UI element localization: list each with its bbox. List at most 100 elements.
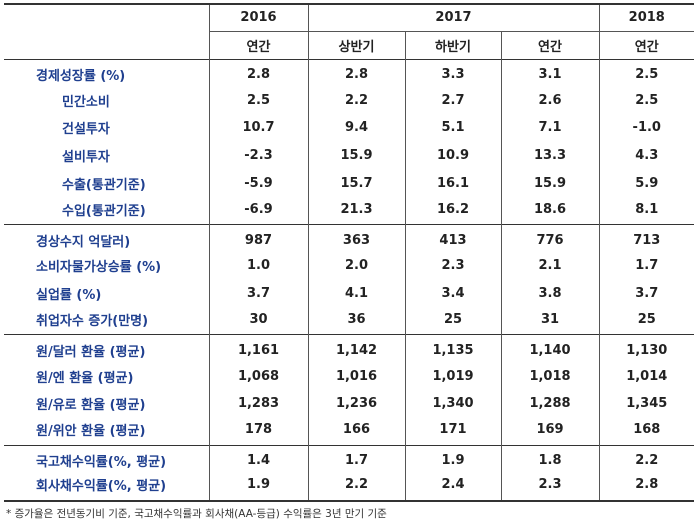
value-cell: 1,068: [208, 362, 308, 391]
row-label: 회사채수익률(%, 평균): [36, 479, 167, 495]
value-cell: 1,345: [598, 390, 695, 418]
value-cell: 1,014: [598, 362, 695, 391]
table-row: 국고채수익률(%, 평균) 1.4 1.7 1.9 1.8 2.2: [4, 445, 695, 473]
header-period-2017-h2: 하반기: [404, 31, 501, 59]
value-cell: 15.7: [307, 169, 405, 197]
value-cell: 1,016: [307, 362, 405, 391]
row-label: 민간소비: [62, 94, 110, 110]
value-cell: 1.4: [208, 445, 308, 473]
value-cell: 25: [404, 307, 501, 335]
value-cell: 5.1: [404, 114, 501, 142]
table-group: 원/달러 환율 (평균) 1,161 1,142 1,135 1,140 1,130 원/엔…: [4, 334, 695, 446]
value-cell: 1,130: [598, 334, 695, 363]
value-cell: -6.9: [208, 196, 308, 225]
forecast-table-container: 2016 2017 2018 연간 상반기 하반기 연간 연간 경제성장률 (%…: [4, 3, 695, 502]
table-row: 원/달러 환율 (평균) 1,161 1,142 1,135 1,140 1,130: [4, 334, 695, 363]
value-cell: 2.5: [598, 86, 695, 115]
row-label: 소비자물가상승률 (%): [36, 260, 162, 276]
value-cell: 2.6: [500, 86, 600, 115]
value-cell: 1,019: [404, 362, 501, 391]
table-row: 수출(통관기준) -5.9 15.7 16.1 15.9 5.9: [4, 169, 695, 197]
value-cell: 15.9: [500, 169, 600, 197]
value-cell: 16.1: [404, 169, 501, 197]
row-label: 수입(통관기준): [62, 203, 146, 219]
header-period-2016-annual: 연간: [208, 31, 308, 59]
value-cell: 3.4: [404, 279, 501, 308]
table-row: 경상수지 억달러) 987 363 413 776 713: [4, 224, 695, 253]
value-cell: 178: [208, 417, 308, 446]
value-cell: 2.8: [307, 59, 405, 87]
value-cell: 1.9: [208, 472, 308, 501]
value-cell: 1,283: [208, 390, 308, 418]
value-cell: 2.5: [598, 59, 695, 87]
value-cell: 1.0: [208, 252, 308, 280]
row-label: 경상수지 억달러): [36, 234, 131, 250]
value-cell: 2.2: [307, 86, 405, 115]
table-group: 경상수지 억달러) 987 363 413 776 713 소비자물가상승률 (%) 1.0 2…: [4, 224, 695, 335]
table-row: 경제성장률 (%) 2.8 2.8 3.3 3.1 2.5: [4, 59, 695, 87]
header-year-2017: 2017: [307, 4, 600, 32]
value-cell: 30: [208, 307, 308, 335]
value-cell: 3.1: [500, 59, 600, 87]
value-cell: 171: [404, 417, 501, 446]
value-cell: 2.3: [404, 252, 501, 280]
value-cell: 1.8: [500, 445, 600, 473]
value-cell: 1,140: [500, 334, 600, 363]
value-cell: 4.1: [307, 279, 405, 308]
value-cell: -2.3: [208, 141, 308, 170]
value-cell: 8.1: [598, 196, 695, 225]
header-period-2017-annual: 연간: [500, 31, 600, 59]
row-label: 수출(통관기준): [62, 177, 146, 193]
table-header: 2016 2017 2018 연간 상반기 하반기 연간 연간: [4, 4, 695, 59]
value-cell: 2.2: [307, 472, 405, 501]
table-row: 소비자물가상승률 (%) 1.0 2.0 2.3 2.1 1.7: [4, 252, 695, 280]
value-cell: 1,288: [500, 390, 600, 418]
row-label: 원/엔 환율 (평균): [36, 370, 134, 386]
value-cell: 10.7: [208, 114, 308, 142]
table-row: 원/엔 환율 (평균) 1,068 1,016 1,019 1,018 1,014: [4, 362, 695, 391]
value-cell: 18.6: [500, 196, 600, 225]
value-cell: 2.1: [500, 252, 600, 280]
value-cell: 2.7: [404, 86, 501, 115]
value-cell: 2.4: [404, 472, 501, 501]
footnote: * 증가율은 전년동기비 기준, 국고채수익률과 회사채(AA-등급) 수익률은…: [6, 508, 387, 520]
value-cell: 1,135: [404, 334, 501, 363]
header-year-2016: 2016: [208, 4, 308, 32]
value-cell: 4.3: [598, 141, 695, 170]
table-row: 설비투자 -2.3 15.9 10.9 13.3 4.3: [4, 141, 695, 170]
value-cell: 36: [307, 307, 405, 335]
row-label: 실업률 (%): [36, 288, 102, 304]
value-cell: 987: [208, 224, 308, 253]
header-corner-cell: [4, 4, 209, 59]
value-cell: 9.4: [307, 114, 405, 142]
value-cell: 3.8: [500, 279, 600, 308]
row-label: 경제성장률 (%): [36, 69, 126, 85]
value-cell: 168: [598, 417, 695, 446]
value-cell: 2.5: [208, 86, 308, 115]
value-cell: 3.7: [208, 279, 308, 308]
row-label: 원/달러 환율 (평균): [36, 344, 146, 360]
value-cell: 1.7: [598, 252, 695, 280]
table-row: 취업자수 증가(만명) 30 36 25 31 25: [4, 307, 695, 335]
value-cell: 10.9: [404, 141, 501, 170]
value-cell: 21.3: [307, 196, 405, 225]
value-cell: 2.8: [208, 59, 308, 87]
value-cell: 1,161: [208, 334, 308, 363]
table-row: 원/유로 환율 (평균) 1,283 1,236 1,340 1,288 1,345: [4, 390, 695, 418]
value-cell: 413: [404, 224, 501, 253]
row-label: 원/위안 환율 (평균): [36, 424, 146, 440]
value-cell: 2.0: [307, 252, 405, 280]
value-cell: 713: [598, 224, 695, 253]
value-cell: 1.7: [307, 445, 405, 473]
value-cell: 166: [307, 417, 405, 446]
header-period-row: 연간 상반기 하반기 연간 연간: [4, 31, 695, 59]
header-year-2018: 2018: [598, 4, 695, 32]
row-label: 설비투자: [62, 150, 110, 166]
value-cell: 1.9: [404, 445, 501, 473]
table-group: 경제성장률 (%) 2.8 2.8 3.3 3.1 2.5 민간소비 2.5 2.2 2.7 2.6…: [4, 59, 695, 225]
value-cell: 1,018: [500, 362, 600, 391]
value-cell: 2.2: [598, 445, 695, 473]
value-cell: 5.9: [598, 169, 695, 197]
table-row: 원/위안 환율 (평균) 178 166 171 169 168: [4, 417, 695, 446]
value-cell: 169: [500, 417, 600, 446]
